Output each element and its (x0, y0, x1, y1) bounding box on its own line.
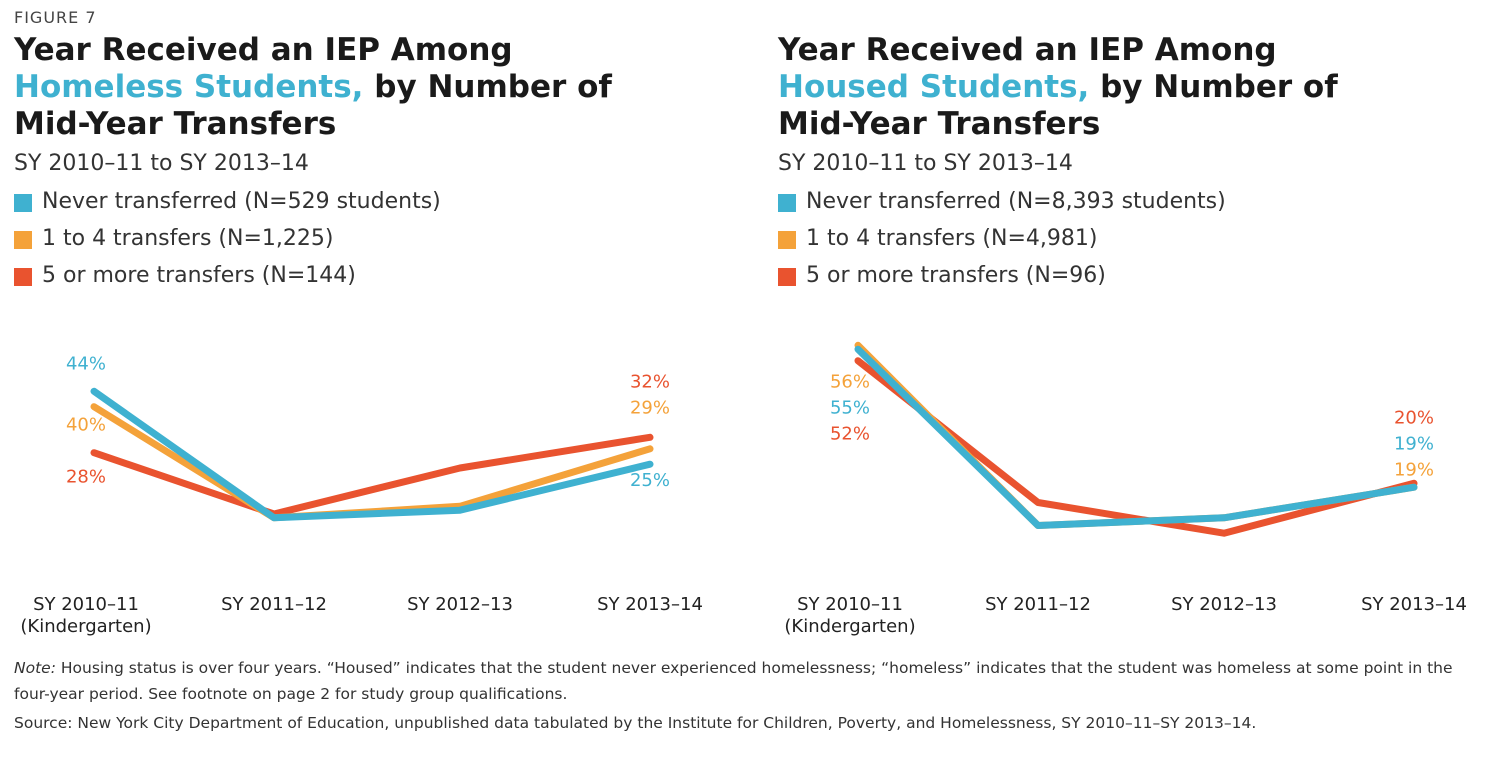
note-text: Housing status is over four years. “Hous… (14, 659, 1453, 703)
figure-label: FIGURE 7 (14, 8, 97, 27)
legend: Never transferred (N=8,393 students) 1 t… (778, 187, 1226, 298)
legend-label: 5 or more transfers (N=144) (42, 263, 356, 288)
legend-swatch-1-to-4 (778, 231, 796, 249)
x-tick-label: SY 2011–12 (221, 594, 327, 615)
data-label: 55% (830, 397, 870, 418)
series-line-2 (854, 357, 1418, 537)
title-rest: by Number of (363, 69, 612, 105)
legend-label: Never transferred (N=8,393 students) (806, 189, 1226, 214)
title-line-1: Year Received an IEP Among (14, 32, 513, 68)
x-tick-label: SY 2013–14 (1361, 594, 1467, 615)
legend-label: Never transferred (N=529 students) (42, 189, 441, 214)
title-line-3: Mid-Year Transfers (14, 106, 337, 142)
data-label: 44% (66, 353, 106, 374)
chart-panel-homeless: Year Received an IEP Among Homeless Stud… (14, 0, 754, 650)
data-label: 29% (630, 397, 670, 418)
legend-item-1-to-4: 1 to 4 transfers (N=1,225) (14, 224, 441, 261)
source-line: Source: New York City Department of Educ… (14, 714, 1257, 732)
data-label: 25% (630, 470, 670, 491)
x-tick-label: SY 2011–12 (985, 594, 1091, 615)
x-tick-label: SY 2013–14 (597, 594, 703, 615)
legend-item-never: Never transferred (N=529 students) (14, 187, 441, 224)
chart-title: Year Received an IEP Among Homeless Stud… (14, 32, 714, 143)
legend-label: 5 or more transfers (N=96) (806, 263, 1106, 288)
title-line-3: Mid-Year Transfers (778, 106, 1101, 142)
data-label: 28% (66, 467, 106, 488)
chart-subtitle: SY 2010–11 to SY 2013–14 (778, 151, 1073, 176)
line-chart-homeless: 44% 25% 40% 29% 28% 32% SY 2010–11 SY 2011–12 SY… (20, 353, 703, 637)
x-tick-sublabel: (Kindergarten) (784, 616, 915, 637)
title-rest: by Number of (1089, 69, 1338, 105)
legend-swatch-never (14, 194, 32, 212)
line-chart-housed: 55% 19% 56% 19% 52% 20% SY 2010–11 SY 2011–12 SY… (784, 341, 1467, 637)
chart-panel-housed: Year Received an IEP Among Housed Studen… (778, 0, 1493, 650)
note: Note: Housing status is over four years.… (14, 655, 1454, 707)
note-label: Note: (14, 659, 56, 677)
data-label: 20% (1394, 407, 1434, 428)
legend-item-5-plus: 5 or more transfers (N=144) (14, 261, 441, 298)
title-highlight: Housed Students, (778, 69, 1090, 105)
data-label: 19% (1394, 459, 1434, 480)
x-tick-sublabel: (Kindergarten) (20, 616, 151, 637)
data-label: 56% (830, 371, 870, 392)
data-label: 19% (1394, 433, 1434, 454)
legend-swatch-1-to-4 (14, 231, 32, 249)
legend-label: 1 to 4 transfers (N=1,225) (42, 226, 334, 251)
title-highlight: Homeless Students, (14, 69, 364, 105)
legend-swatch-5-plus (14, 268, 32, 286)
legend-label: 1 to 4 transfers (N=4,981) (806, 226, 1098, 251)
x-tick-label: SY 2010–11 (797, 594, 903, 615)
chart-title: Year Received an IEP Among Housed Studen… (778, 32, 1478, 143)
series-line-2 (90, 433, 654, 518)
x-tick-label: SY 2012–13 (407, 594, 513, 615)
series-line-0 (90, 387, 654, 522)
series-line-1 (90, 403, 654, 522)
legend-swatch-never (778, 194, 796, 212)
title-line-1: Year Received an IEP Among (778, 32, 1277, 68)
legend-item-5-plus: 5 or more transfers (N=96) (778, 261, 1226, 298)
x-tick-label: SY 2012–13 (1171, 594, 1277, 615)
chart-subtitle: SY 2010–11 to SY 2013–14 (14, 151, 309, 176)
x-tick-label: SY 2010–11 (33, 594, 139, 615)
data-label: 32% (630, 371, 670, 392)
data-label: 40% (66, 415, 106, 436)
legend-swatch-5-plus (778, 268, 796, 286)
legend-item-1-to-4: 1 to 4 transfers (N=4,981) (778, 224, 1226, 261)
series-line-0 (854, 345, 1418, 529)
legend: Never transferred (N=529 students) 1 to … (14, 187, 441, 298)
legend-item-never: Never transferred (N=8,393 students) (778, 187, 1226, 224)
data-label: 52% (830, 423, 870, 444)
